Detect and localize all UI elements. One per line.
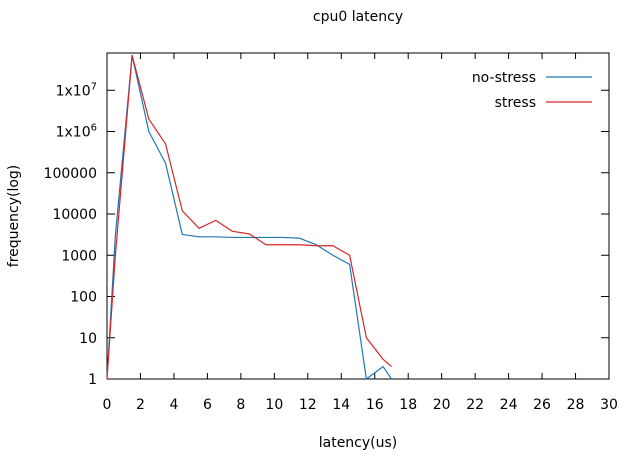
x-tick-label: 8 [236,397,245,413]
x-axis-ticks: 0 2 4 6 8 10 12 14 16 18 20 22 24 26 28 30 [103,53,618,413]
legend-label-stress: stress [495,95,536,111]
y-tick-label-base: 1 [88,372,97,388]
y-axis-label: frequency(log) [6,165,22,267]
y-tick-label: 10 [79,331,97,347]
x-tick-label: 24 [500,397,518,413]
y-tick-label-base: 10 [79,331,97,347]
y-tick-label-base: 10000 [52,207,97,223]
x-tick-label: 12 [299,397,317,413]
x-tick-label: 26 [533,397,551,413]
y-tick-label-base: 1x10 [56,125,91,141]
legend: no-stress stress [472,70,592,111]
y-tick-label: 100000 [44,166,97,182]
x-tick-label: 18 [399,397,417,413]
y-tick-label: 1x106 [56,123,97,141]
series-group [106,54,392,380]
y-tick-label: 100 [70,290,97,306]
legend-label-no-stress: no-stress [472,70,536,86]
x-tick-label: 0 [103,397,112,413]
x-tick-label: 4 [169,397,178,413]
y-tick-label: 1 [88,372,97,388]
series-line-stress [106,54,392,380]
x-tick-label: 10 [265,397,283,413]
y-tick-label: 1000 [61,248,97,264]
x-tick-label: 16 [366,397,384,413]
chart-title: cpu0 latency [313,9,403,25]
y-tick-label-base: 1000 [61,248,97,264]
x-tick-label: 14 [332,397,350,413]
y-tick-label-base: 100000 [44,166,97,182]
x-tick-label: 20 [433,397,451,413]
y-tick-label: 1x107 [56,81,97,99]
x-tick-label: 30 [600,397,618,413]
y-tick-label: 10000 [52,207,97,223]
series-line-no-stress [106,54,392,380]
y-tick-label-exponent: 7 [91,81,97,92]
y-tick-label-base: 100 [70,290,97,306]
plot-frame [106,52,610,380]
x-tick-label: 6 [203,397,212,413]
y-tick-label-base: 1x10 [56,83,91,99]
x-tick-label: 28 [567,397,585,413]
x-axis-label: latency(us) [319,435,398,451]
x-tick-label: 22 [466,397,484,413]
plot-border [106,52,610,380]
y-tick-label-exponent: 6 [91,123,97,134]
x-tick-label: 2 [136,397,145,413]
